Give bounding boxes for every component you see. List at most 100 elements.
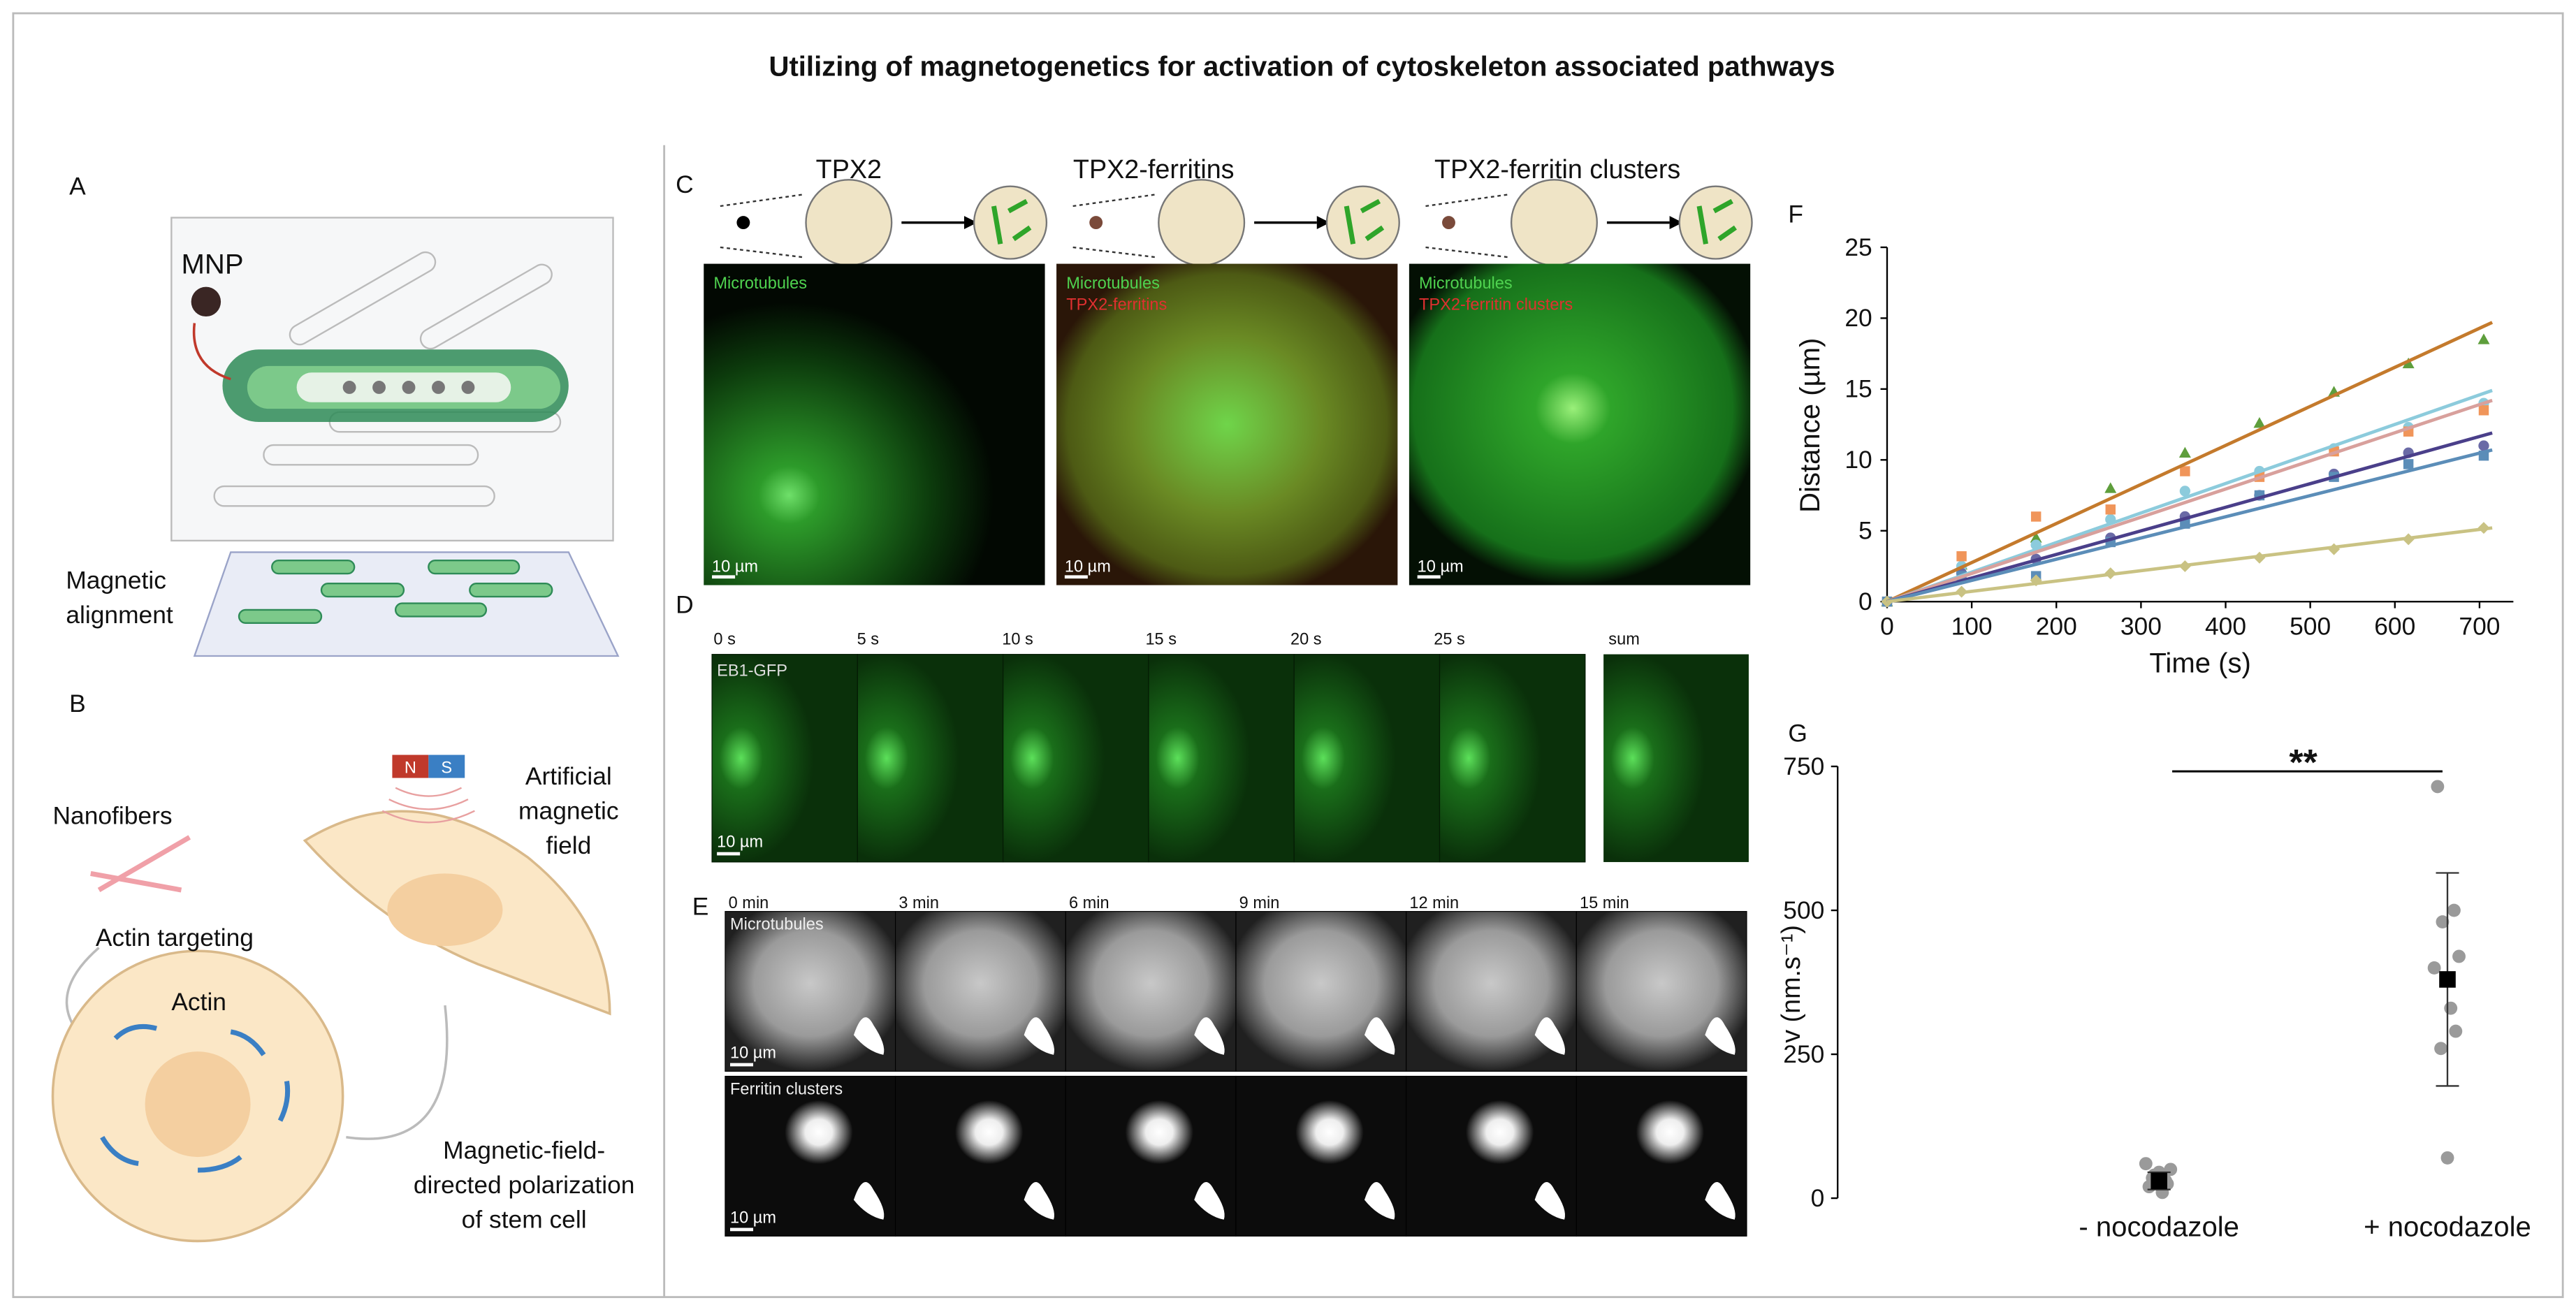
channel-label: EB1-GFP: [717, 661, 787, 679]
mean-marker: [2439, 971, 2456, 988]
panel-label: B: [69, 690, 86, 717]
particle: [1442, 216, 1455, 230]
data-point: [1956, 551, 1967, 562]
x-tick-label: + nocodazole: [2364, 1211, 2531, 1242]
row-label: Ferritin clusters: [730, 1079, 843, 1098]
fit-line: [1886, 448, 2493, 604]
actin-label: Actin: [171, 989, 226, 1016]
magnet-tip: [853, 1017, 885, 1055]
data-point: [2478, 405, 2489, 416]
magnet-tip: [1024, 1017, 1055, 1055]
magnet-tip: [1024, 1181, 1055, 1220]
polarization-label: of stem cell: [462, 1207, 587, 1234]
x-axis-title: Time (s): [2149, 648, 2251, 679]
row-label: Microtubules: [730, 915, 824, 933]
scale-bar: [730, 1063, 754, 1067]
droplet: [805, 179, 893, 267]
channel-label: Microtubules: [713, 274, 807, 292]
data-point: [2477, 333, 2490, 344]
panel-label: C: [676, 171, 694, 198]
y-tick-label: 250: [1783, 1041, 1824, 1068]
chart-g: G 0 250 500 750 v (nm.s⁻¹) - nocodazole + nocod…: [1776, 720, 2531, 1243]
y-tick-label: 10: [1844, 446, 1872, 474]
fit-line: [1886, 526, 2493, 604]
channel-label: Microtubules: [1419, 274, 1513, 292]
y-axis-title: Distance (µm): [1795, 338, 1826, 513]
y-tick-label: 0: [1811, 1185, 1825, 1212]
data-point: [2139, 1157, 2153, 1171]
data-point: [2105, 504, 2116, 515]
micrograph: [704, 263, 1045, 585]
time-label: 15 min: [1580, 894, 1629, 912]
panel-e: 0 min 3 min 6 min 9 min 12 min 15 min Microtub…: [725, 894, 1747, 1237]
magnet-pole: N: [405, 758, 416, 776]
scale-label: 10 µm: [730, 1208, 776, 1226]
x-tick-label: 500: [2290, 613, 2331, 640]
x-tick-label: 100: [1951, 613, 1993, 640]
channel-label: TPX2-ferritin clusters: [1419, 296, 1573, 314]
frame-image: [1293, 654, 1441, 863]
x-tick-label: 200: [2036, 613, 2077, 640]
scale-label: 10 µm: [1065, 557, 1111, 576]
cone: [1072, 194, 1156, 258]
data-point: [2104, 482, 2117, 493]
panel-c: TPX2 Microtubules 10 µm TPX2-ferritins Micro…: [704, 154, 1753, 585]
frame: [12, 12, 2564, 1299]
scale-label: 10 µm: [717, 833, 763, 851]
data-point: [2179, 486, 2191, 497]
data-point: [2431, 780, 2445, 794]
x-tick-label: 600: [2374, 613, 2415, 640]
time-label: 3 min: [898, 894, 939, 912]
y-tick-label: 15: [1844, 376, 1872, 403]
magnet-tip: [1194, 1181, 1225, 1220]
microtubules: [991, 198, 1032, 245]
cone: [720, 194, 803, 258]
frame-image: [1439, 654, 1586, 863]
magnet-tip: [1705, 1181, 1735, 1220]
data-point: [2402, 357, 2415, 369]
panel-d: 0 s 5 s 10 s 15 s 20 s 25 s sum EB1-GFP 10 µm: [711, 629, 1749, 863]
scale-label: 10 µm: [1418, 557, 1464, 576]
panel-label: F: [1788, 201, 1803, 228]
magnet-pole: S: [441, 758, 452, 776]
panel-label: E: [692, 893, 709, 920]
channel-label: Microtubules: [1066, 274, 1160, 292]
chart-f: F 0 100 200 300 400 500 600 700 0 5 10 15 20 25 Time (s…: [1788, 201, 2514, 679]
actin-targeting-label: Actin targeting: [96, 924, 254, 952]
scale-label: 10 µm: [730, 1044, 776, 1062]
fit-line: [1886, 398, 2493, 604]
arrow-head: [1669, 216, 1683, 230]
mnp-label: MNP: [181, 249, 243, 280]
field-label: magnetic: [518, 798, 619, 825]
panel-label: A: [69, 173, 86, 201]
y-axis-title: v (nm.s⁻¹): [1776, 925, 1805, 1043]
data-point: [2452, 949, 2466, 963]
field-label: field: [546, 832, 591, 859]
condition-title: TPX2-ferritins: [1073, 154, 1235, 184]
data-point: [2444, 1001, 2458, 1015]
x-tick-label: 300: [2120, 613, 2162, 640]
sum-image: [1603, 654, 1749, 862]
data-point: [2436, 915, 2450, 928]
sum-label: sum: [1608, 629, 1640, 648]
time-label: 20 s: [1290, 629, 1322, 648]
data-point: [2403, 459, 2414, 469]
magnet-tip: [853, 1181, 885, 1220]
droplet: [973, 185, 1048, 260]
data-point: [2434, 1042, 2448, 1056]
data-point: [2178, 446, 2191, 458]
data-point: [2449, 1024, 2463, 1038]
data-point: [2440, 1151, 2454, 1165]
time-label: 6 min: [1069, 894, 1109, 912]
data-point: [2253, 417, 2266, 428]
mean-marker: [2151, 1172, 2167, 1190]
x-tick-label: - nocodazole: [2079, 1211, 2239, 1242]
y-tick-label: 500: [1783, 897, 1824, 924]
time-label: 15 s: [1145, 629, 1177, 648]
frame-image: [1003, 654, 1149, 863]
time-label: 9 min: [1239, 894, 1280, 912]
data-point: [2180, 466, 2190, 476]
panel-b-illustration: [51, 755, 611, 1243]
